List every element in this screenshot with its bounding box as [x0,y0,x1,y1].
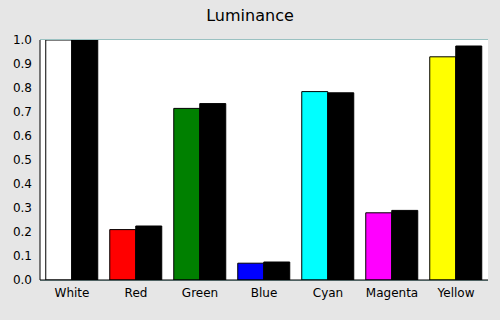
html-text:Luminance: Luminance [206,6,294,25]
svg-text:0.4: 0.4 [13,177,32,191]
svg-text:0.1: 0.1 [13,249,32,263]
svg-text:Blue: Blue [251,286,278,300]
svg-text:0.6: 0.6 [13,129,32,143]
svg-text:0.8: 0.8 [13,81,32,95]
svg-text:0.9: 0.9 [13,57,32,71]
svg-text:Cyan: Cyan [313,286,343,300]
svg-text:0.7: 0.7 [13,105,32,119]
svg-text:0.3: 0.3 [13,201,32,215]
svg-text:Magenta: Magenta [366,286,418,300]
svg-text:0.5: 0.5 [13,153,32,167]
svg-text:0.2: 0.2 [13,225,32,239]
svg-text:0.0: 0.0 [13,273,32,287]
svg-text:Yellow: Yellow [437,286,475,300]
svg-text:Green: Green [182,286,218,300]
svg-text:1.0: 1.0 [13,33,32,47]
svg-text:Red: Red [125,286,148,300]
svg-text:White: White [55,286,90,300]
